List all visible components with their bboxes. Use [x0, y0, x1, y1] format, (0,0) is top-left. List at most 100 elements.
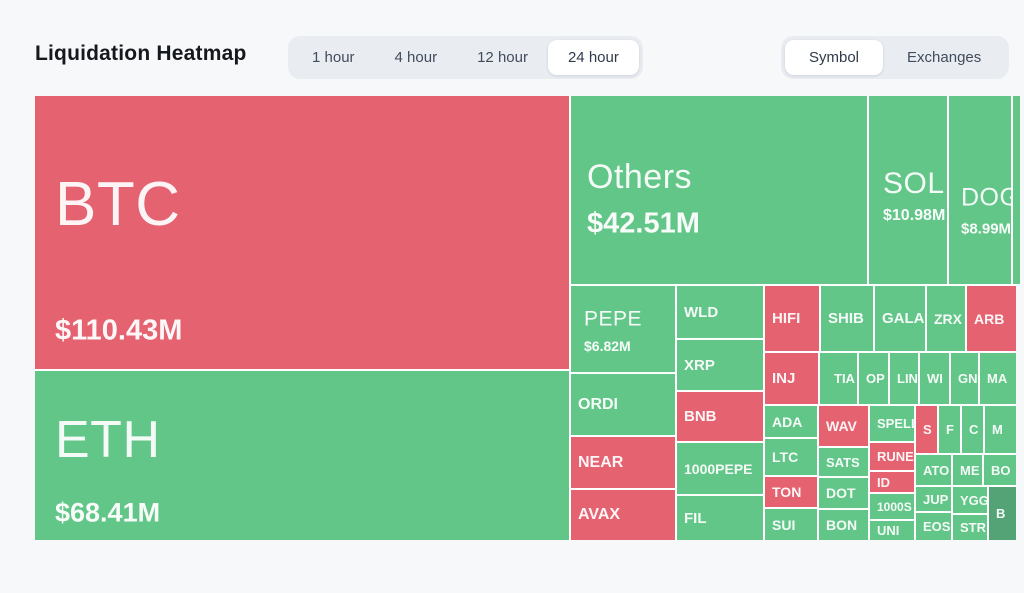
treemap-cell-me[interactable]: ME	[953, 455, 982, 485]
treemap-cell-btc[interactable]: BTC $110.43M	[35, 96, 569, 369]
page-title: Liquidation Heatmap	[35, 42, 247, 65]
treemap-cell-1000pepe[interactable]: 1000PEPE	[677, 443, 763, 494]
treemap-cell-dot[interactable]: DOT	[819, 478, 868, 508]
treemap-cell-avax[interactable]: AVAX	[571, 490, 675, 540]
cell-value: $6.82M	[584, 338, 631, 355]
treemap-cell-1000s[interactable]: 1000S	[870, 494, 914, 519]
cell-symbol: LTC	[772, 449, 799, 465]
cell-symbol: ZRX	[934, 310, 962, 327]
cell-symbol: BNB	[684, 408, 717, 425]
treemap-cell-others[interactable]: Others $42.51M	[571, 96, 867, 284]
cell-symbol: XRP	[684, 356, 715, 374]
treemap-cell-jup[interactable]: JUP	[916, 487, 951, 511]
treemap-cell-ton[interactable]: TON	[765, 477, 817, 507]
view-tab-symbol[interactable]: Symbol	[785, 40, 884, 75]
treemap-cell-s[interactable]: S	[916, 406, 937, 453]
cell-symbol: SATS	[826, 454, 860, 470]
treemap-cell-doge[interactable]: DOG $8.99M	[949, 96, 1011, 284]
cell-symbol: 1000S	[877, 499, 912, 514]
treemap-cell-near[interactable]: NEAR	[571, 437, 675, 488]
treemap-cell-wif[interactable]: WI	[920, 353, 949, 404]
cell-symbol: SHIB	[828, 310, 864, 327]
treemap-cell-atom[interactable]: ATO	[916, 455, 951, 485]
treemap-cell-xrp[interactable]: XRP	[677, 340, 763, 390]
cell-symbol: BTC	[55, 170, 181, 240]
treemap-cell-gn[interactable]: GN	[951, 353, 978, 404]
cell-symbol: ID	[877, 474, 890, 490]
treemap-cell-bnb[interactable]: BNB	[677, 392, 763, 441]
treemap-cell-sui[interactable]: SUI	[765, 509, 817, 540]
cell-value: $8.99M	[961, 220, 1011, 238]
treemap-cell-fil[interactable]: FIL	[677, 496, 763, 540]
treemap-cell-bo[interactable]: BO	[984, 455, 1016, 485]
treemap-cell-bonk[interactable]: BON	[819, 510, 868, 540]
treemap-cell-spell[interactable]: SPELL	[870, 406, 914, 441]
cell-symbol: ATO	[923, 462, 950, 478]
cell-symbol: ORDI	[578, 395, 618, 413]
cell-symbol: GN	[958, 371, 978, 386]
treemap-cell-inj[interactable]: INJ	[765, 353, 818, 404]
treemap-cell-clipped-mid[interactable]	[820, 353, 827, 404]
treemap-cell-tia[interactable]: TIA	[827, 353, 857, 404]
treemap-cell-zrx[interactable]: ZRX	[927, 286, 965, 351]
view-mode-tabs: Symbol Exchanges	[781, 36, 1010, 79]
treemap-cell-b[interactable]: B	[989, 487, 1016, 540]
treemap-cell-c[interactable]: C	[962, 406, 983, 453]
cell-symbol: SPELL	[877, 416, 914, 431]
cell-symbol: WLD	[684, 303, 719, 321]
time-tab-1h[interactable]: 1 hour	[312, 49, 355, 66]
time-tab-24h[interactable]: 24 hour	[547, 40, 639, 75]
cell-symbol: 1000PEPE	[684, 460, 753, 477]
cell-symbol: F	[946, 422, 954, 437]
treemap-cell-hifi[interactable]: HIFI	[765, 286, 819, 351]
treemap-cell-waves[interactable]: WAV	[819, 406, 868, 446]
liquidation-treemap: BTC $110.43M ETH $68.41M Others $42.51M SOL $10…	[35, 96, 1020, 540]
cell-symbol: INJ	[772, 370, 796, 387]
time-range-tabs: 1 hour 4 hour 12 hour 24 hour	[288, 36, 643, 79]
treemap-cell-shib[interactable]: SHIB	[821, 286, 873, 351]
treemap-cell-sol[interactable]: SOL $10.98M	[869, 96, 947, 284]
view-tab-exchanges[interactable]: Exchanges	[907, 49, 982, 66]
cell-symbol: TON	[772, 484, 802, 500]
treemap-cell-op[interactable]: OP	[859, 353, 888, 404]
cell-symbol: AVAX	[578, 506, 621, 523]
treemap-cell-ygg[interactable]: YGG	[953, 487, 987, 513]
time-tab-12h[interactable]: 12 hour	[477, 49, 528, 66]
cell-symbol: RUNE	[877, 449, 914, 464]
treemap-cell-ordi[interactable]: ORDI	[571, 374, 675, 435]
treemap-cell-ada[interactable]: ADA	[765, 406, 817, 437]
cell-symbol: WI	[927, 371, 943, 386]
cell-symbol: ARB	[974, 310, 1005, 327]
cell-symbol: SOL	[883, 167, 945, 201]
treemap-cell-rune[interactable]: RUNE	[870, 443, 914, 470]
treemap-cell-gala[interactable]: GALA	[875, 286, 925, 351]
treemap-cell-eth[interactable]: ETH $68.41M	[35, 371, 569, 540]
treemap-cell-pepe[interactable]: PEPE $6.82M	[571, 286, 675, 372]
treemap-cell-sats[interactable]: SATS	[819, 448, 868, 476]
cell-symbol: Others	[587, 157, 693, 196]
treemap-cell-id[interactable]: ID	[870, 472, 914, 492]
cell-value: $110.43M	[55, 314, 183, 347]
cell-symbol: FIL	[684, 509, 707, 527]
treemap-cell-wld[interactable]: WLD	[677, 286, 763, 338]
cell-symbol: DOG	[961, 183, 1011, 212]
cell-symbol: C	[969, 422, 979, 437]
treemap-cell-link[interactable]: LIN	[890, 353, 918, 404]
treemap-cell-f[interactable]: F	[939, 406, 960, 453]
cell-symbol: NEAR	[578, 453, 624, 471]
cell-symbol: M	[992, 422, 1003, 437]
treemap-cell-eos[interactable]: EOS	[916, 513, 951, 540]
treemap-cell-m[interactable]: M	[985, 406, 1016, 453]
treemap-cell-clipped-top[interactable]	[1013, 96, 1020, 284]
treemap-cell-ma[interactable]: MA	[980, 353, 1016, 404]
cell-value: $68.41M	[55, 497, 161, 528]
cell-symbol: S	[923, 422, 932, 437]
time-tab-4h[interactable]: 4 hour	[394, 49, 438, 66]
treemap-cell-ltc[interactable]: LTC	[765, 439, 817, 475]
cell-symbol: BON	[826, 517, 858, 533]
cell-symbol: DOT	[826, 485, 856, 501]
treemap-cell-str[interactable]: STR	[953, 515, 987, 540]
treemap-cell-uni[interactable]: UNI	[870, 521, 914, 540]
treemap-cell-arb[interactable]: ARB	[967, 286, 1016, 351]
cell-symbol: BO	[991, 462, 1011, 478]
